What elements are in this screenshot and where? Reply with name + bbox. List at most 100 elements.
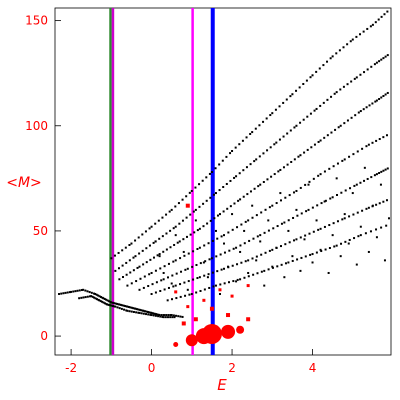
curve-point xyxy=(147,285,150,288)
curve-point xyxy=(317,228,320,231)
curve-point xyxy=(249,132,252,135)
curve-point xyxy=(110,304,113,307)
curve-point xyxy=(235,175,238,178)
curve-point xyxy=(186,267,189,270)
curve-point xyxy=(156,254,159,257)
data-point xyxy=(255,259,258,262)
curve-point xyxy=(134,255,137,258)
y-axis-label: <M> xyxy=(6,175,42,191)
curve-point xyxy=(62,292,65,295)
curve-point xyxy=(341,218,344,221)
curve-point xyxy=(348,215,351,218)
curve-point xyxy=(385,134,388,137)
curve-point xyxy=(273,143,276,146)
curve-point xyxy=(326,60,329,63)
curve-point xyxy=(263,231,266,234)
curve-point xyxy=(116,306,119,309)
curve-point xyxy=(126,309,129,312)
curve-point xyxy=(282,135,285,138)
curve-point xyxy=(236,226,239,229)
curve-point xyxy=(196,248,199,251)
curve-point xyxy=(382,169,385,172)
curve-point xyxy=(86,290,89,293)
curve-point xyxy=(284,196,287,199)
curve-point xyxy=(239,198,242,201)
scatter-points xyxy=(154,166,390,347)
curve-point xyxy=(172,285,175,288)
curve-point xyxy=(322,101,325,104)
curve-point xyxy=(211,239,214,242)
curve-point xyxy=(141,249,144,252)
curve-point xyxy=(269,114,272,117)
curve-point xyxy=(156,313,159,316)
curve-point xyxy=(142,286,145,289)
curve-point xyxy=(359,181,362,184)
y-tick-label: 150 xyxy=(25,14,48,28)
curve-point xyxy=(119,303,122,306)
curve-point xyxy=(135,311,138,314)
curve-point xyxy=(192,210,195,213)
curve-point xyxy=(181,198,184,201)
curve-point xyxy=(233,176,236,179)
data-point xyxy=(182,250,185,253)
curve-point xyxy=(218,189,221,192)
curve-point xyxy=(309,253,312,256)
curve-point xyxy=(122,304,125,307)
curve-point xyxy=(139,277,142,280)
curve-point xyxy=(312,177,315,180)
curve-point xyxy=(346,119,349,122)
curve-point xyxy=(223,234,226,237)
curve-point xyxy=(251,131,254,134)
curve-point xyxy=(328,167,331,170)
curve-point xyxy=(330,131,333,134)
curve-point xyxy=(319,173,322,176)
curve-point xyxy=(335,91,338,94)
curve-point xyxy=(195,263,198,266)
curve-point xyxy=(378,172,381,175)
curve-point xyxy=(343,217,346,220)
curve-point xyxy=(341,159,344,162)
curve-point xyxy=(352,213,355,216)
curve-point xyxy=(373,63,376,66)
curve-point xyxy=(72,290,75,293)
data-point xyxy=(379,183,382,186)
data-point-red xyxy=(186,305,190,309)
curve-point xyxy=(169,229,172,232)
curve-point xyxy=(237,199,240,202)
curve-point xyxy=(320,250,323,253)
curve-point xyxy=(375,99,378,102)
data-point-red xyxy=(218,288,222,292)
curve-point xyxy=(375,203,378,206)
curve-point xyxy=(323,170,326,173)
curve-point xyxy=(147,313,150,316)
curve-point xyxy=(227,231,230,234)
curve-point xyxy=(172,314,175,317)
curve-point xyxy=(219,253,222,256)
curve-point xyxy=(149,258,152,261)
curve-point xyxy=(95,293,98,296)
data-point xyxy=(359,225,362,228)
curve-point xyxy=(154,314,157,317)
curve-point xyxy=(157,315,160,318)
curve-point xyxy=(340,191,343,194)
curve-point xyxy=(212,285,215,288)
curve-point xyxy=(167,262,170,265)
data-point xyxy=(371,204,374,207)
curve-point xyxy=(129,271,132,274)
curve-point xyxy=(223,251,226,254)
curve-point xyxy=(168,210,171,213)
curve-point xyxy=(351,38,354,41)
curve-point xyxy=(172,227,175,230)
curve-point xyxy=(378,60,381,63)
curve-point xyxy=(141,233,144,236)
curve-point xyxy=(365,106,368,109)
curve-point xyxy=(129,306,132,309)
curve-point xyxy=(260,270,263,273)
curve-point xyxy=(102,297,105,300)
data-point xyxy=(331,234,334,237)
curve-point xyxy=(244,260,247,263)
curve-point xyxy=(145,261,148,264)
curve-point xyxy=(68,291,71,294)
curve-point xyxy=(280,263,283,266)
curve-point xyxy=(124,305,127,308)
